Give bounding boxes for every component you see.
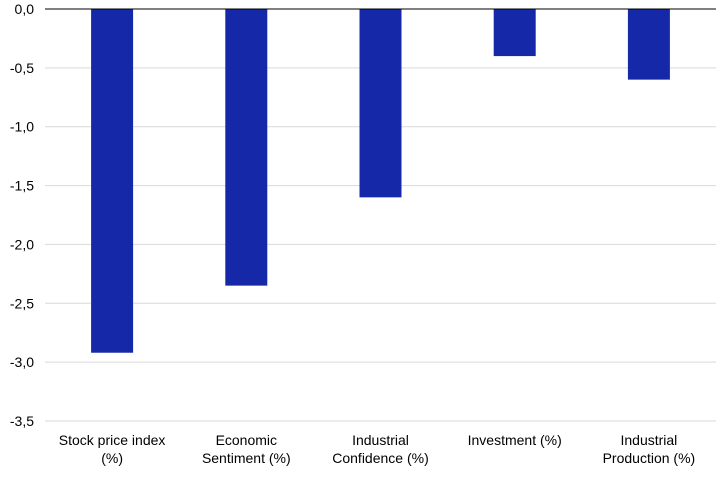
bar xyxy=(225,9,268,286)
y-tick-label: -3,0 xyxy=(10,354,34,370)
x-tick-label-line: Investment (%) xyxy=(468,432,562,448)
x-tick-label-line: Confidence (%) xyxy=(332,450,429,466)
x-tick-label-line: Industrial xyxy=(352,432,409,448)
y-tick-label: -1,0 xyxy=(10,119,34,135)
x-tick-label: Industrial Production (%) xyxy=(603,432,696,466)
x-tick-label-line: Industrial xyxy=(620,432,677,448)
y-tick-label: -2,0 xyxy=(10,236,34,252)
y-tick-label: -2,5 xyxy=(10,295,34,311)
y-tick-label: 0,0 xyxy=(15,1,35,17)
x-tick-label: Industrial Confidence (%) xyxy=(332,432,429,466)
y-tick-label: -1,5 xyxy=(10,178,34,194)
bar xyxy=(359,9,402,198)
bar xyxy=(493,9,536,57)
x-tick-label-line: Economic xyxy=(216,432,277,448)
x-tick-label-line: Sentiment (%) xyxy=(202,450,291,466)
x-tick-label-line: Production (%) xyxy=(603,450,696,466)
y-tick-label: -0,5 xyxy=(10,60,34,76)
y-tick-labels: 0,0 -0,5 -1,0 -1,5 -2,0 -2,5 -3,0 -3,5 xyxy=(10,1,34,429)
x-tick-label: Stock price index (%) xyxy=(59,432,166,466)
x-tick-labels: Stock price index (%) Economic Sentiment (%… xyxy=(59,432,695,466)
x-tick-label-line: (%) xyxy=(101,450,123,466)
bar xyxy=(91,9,134,353)
x-tick-label-line: Stock price index xyxy=(59,432,166,448)
x-tick-label: Economic Sentiment (%) xyxy=(202,432,291,466)
x-tick-label: Investment (%) xyxy=(468,432,562,448)
bar xyxy=(627,9,670,80)
y-tick-label: -3,5 xyxy=(10,413,34,429)
bars xyxy=(91,9,670,353)
